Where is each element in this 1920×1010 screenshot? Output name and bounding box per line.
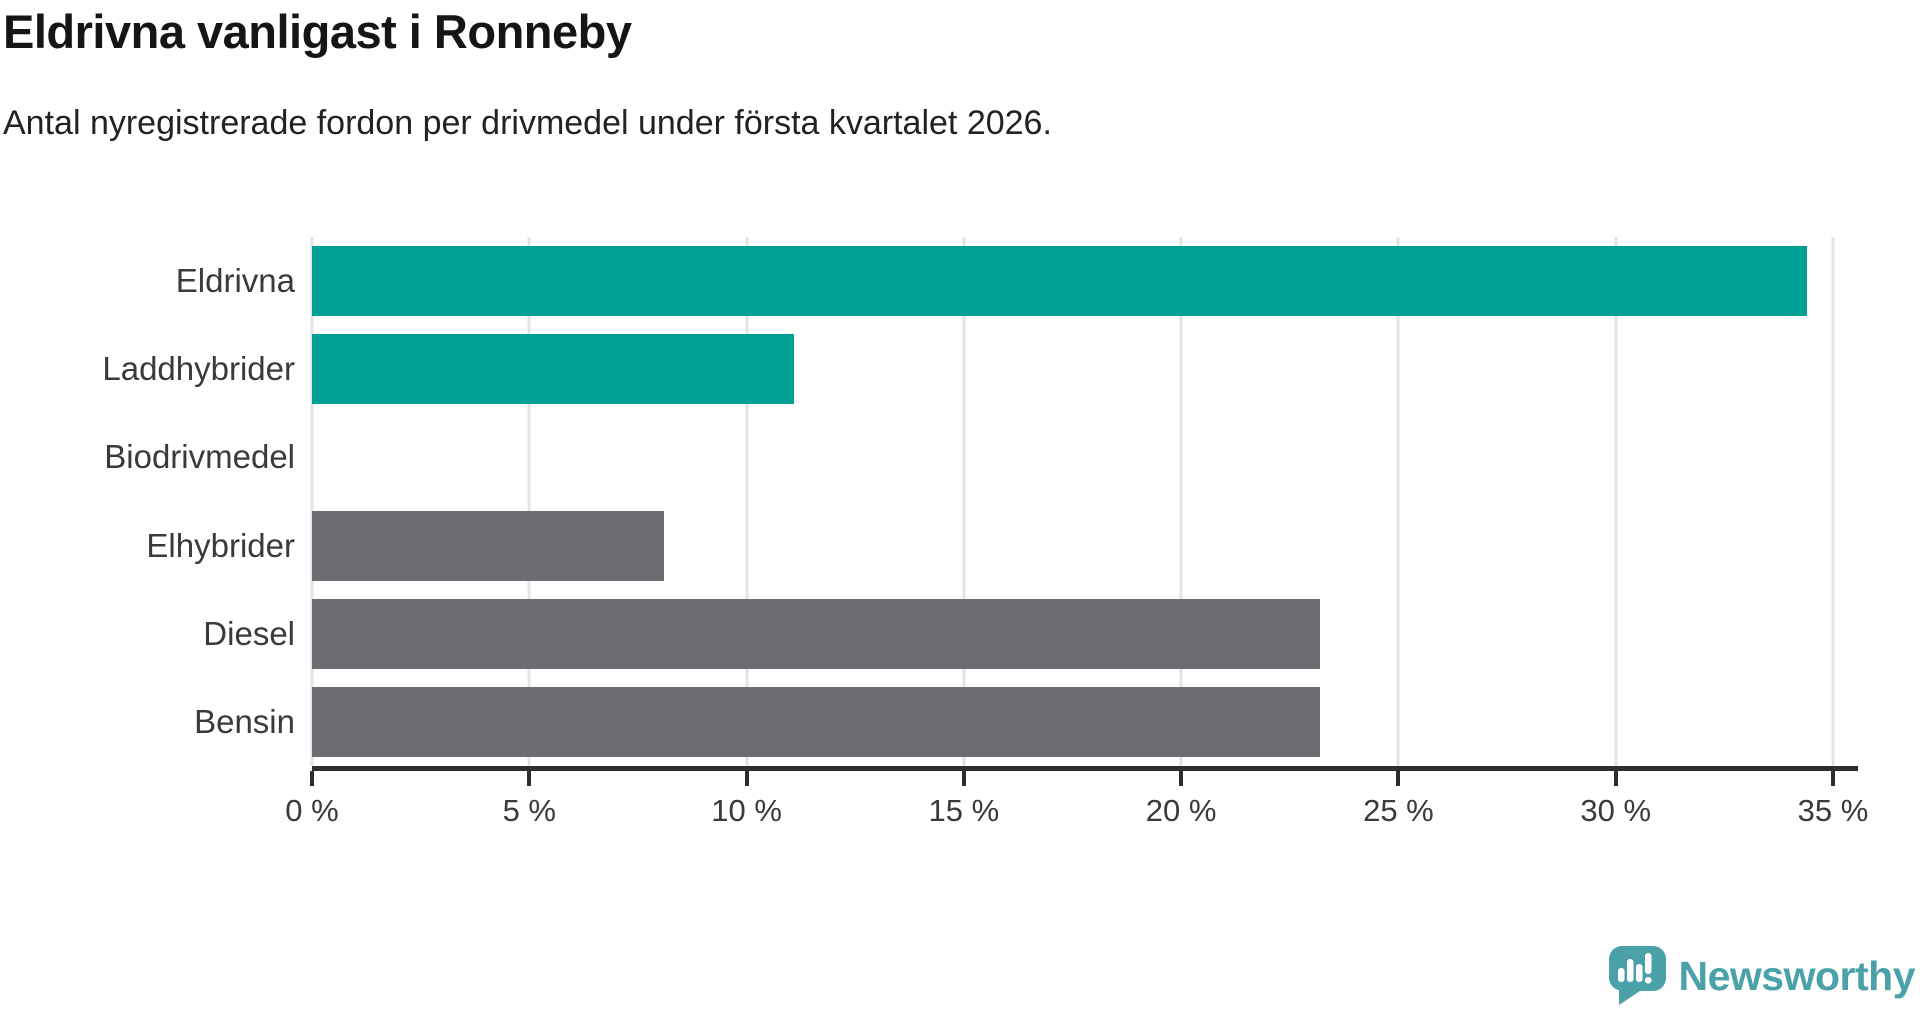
chart-title: Eldrivna vanligast i Ronneby [3,5,632,58]
gridline-30 [1614,237,1618,766]
gridline-5 [527,237,531,766]
category-label: Bensin [194,702,295,740]
tick-label-25: 25 % [1363,793,1434,828]
tick-label-35: 35 % [1797,793,1869,828]
tick-25 [1396,771,1401,786]
bar-laddhybrider [312,334,795,405]
bar-chart: Eldrivna Laddhybrider Biodrivmedel Elhybrid… [0,237,1900,857]
category-label: Diesel [203,614,295,652]
chart-row-biodrivmedel: Biodrivmedel [0,413,1833,501]
gridline-20 [1179,237,1183,766]
chart-subtitle: Antal nyregistrerade fordon per drivmede… [3,104,1052,142]
category-label: Elhybrider [146,526,295,564]
chart-row-eldrivna: Eldrivna [0,237,1833,325]
gridline-10 [745,237,749,766]
gridline-35 [1831,237,1835,766]
category-label: Laddhybrider [102,350,295,388]
tick-30 [1613,771,1618,786]
tick-label-0: 0 % [285,793,339,828]
x-axis: 0 % 5 % 10 % 15 % 20 % 25 % 30 % 35 % [285,766,1868,876]
tick-label-5: 5 % [502,793,556,828]
chart-row-elhybrider: Elhybrider [0,502,1833,590]
chart-row-laddhybrider: Laddhybrider [0,325,1833,413]
bar-diesel [312,598,1321,669]
bar-track [312,334,1833,405]
tick-35 [1831,771,1835,786]
tick-0 [310,771,314,786]
gridlines-layer [310,237,1835,766]
tick-15 [961,771,966,786]
bar-bensin [312,686,1321,757]
newsworthy-logo: Newsworthy [1608,946,1916,1006]
tick-label-15: 15 % [928,793,1000,828]
gridline-25 [1396,237,1400,766]
tick-label-30: 30 % [1580,793,1652,828]
bar-track [312,422,1833,492]
gridline-0 [310,237,314,766]
bar-track [312,686,1833,757]
bar-eldrivna [312,246,1807,317]
bar-elhybrider [312,510,664,581]
chart-row-diesel: Diesel [0,590,1833,678]
tick-10 [744,771,749,786]
category-label: Biodrivmedel [104,438,295,476]
bar-track [312,246,1833,317]
category-label: Eldrivna [175,262,295,300]
tick-label-10: 10 % [711,793,782,828]
newsworthy-logo-text: Newsworthy [1678,952,1916,999]
chart-row-bensin: Bensin [0,678,1833,766]
tick-label-20: 20 % [1145,793,1217,828]
gridline-15 [962,237,966,766]
newsworthy-logo-icon [1608,946,1666,1005]
bar-rows: Eldrivna Laddhybrider Biodrivmedel Elhybrid… [0,237,1833,766]
x-axis-line [312,766,1858,771]
tick-20 [1179,771,1184,786]
bar-track [312,510,1833,581]
tick-5 [527,771,532,786]
bar-track [312,598,1833,669]
